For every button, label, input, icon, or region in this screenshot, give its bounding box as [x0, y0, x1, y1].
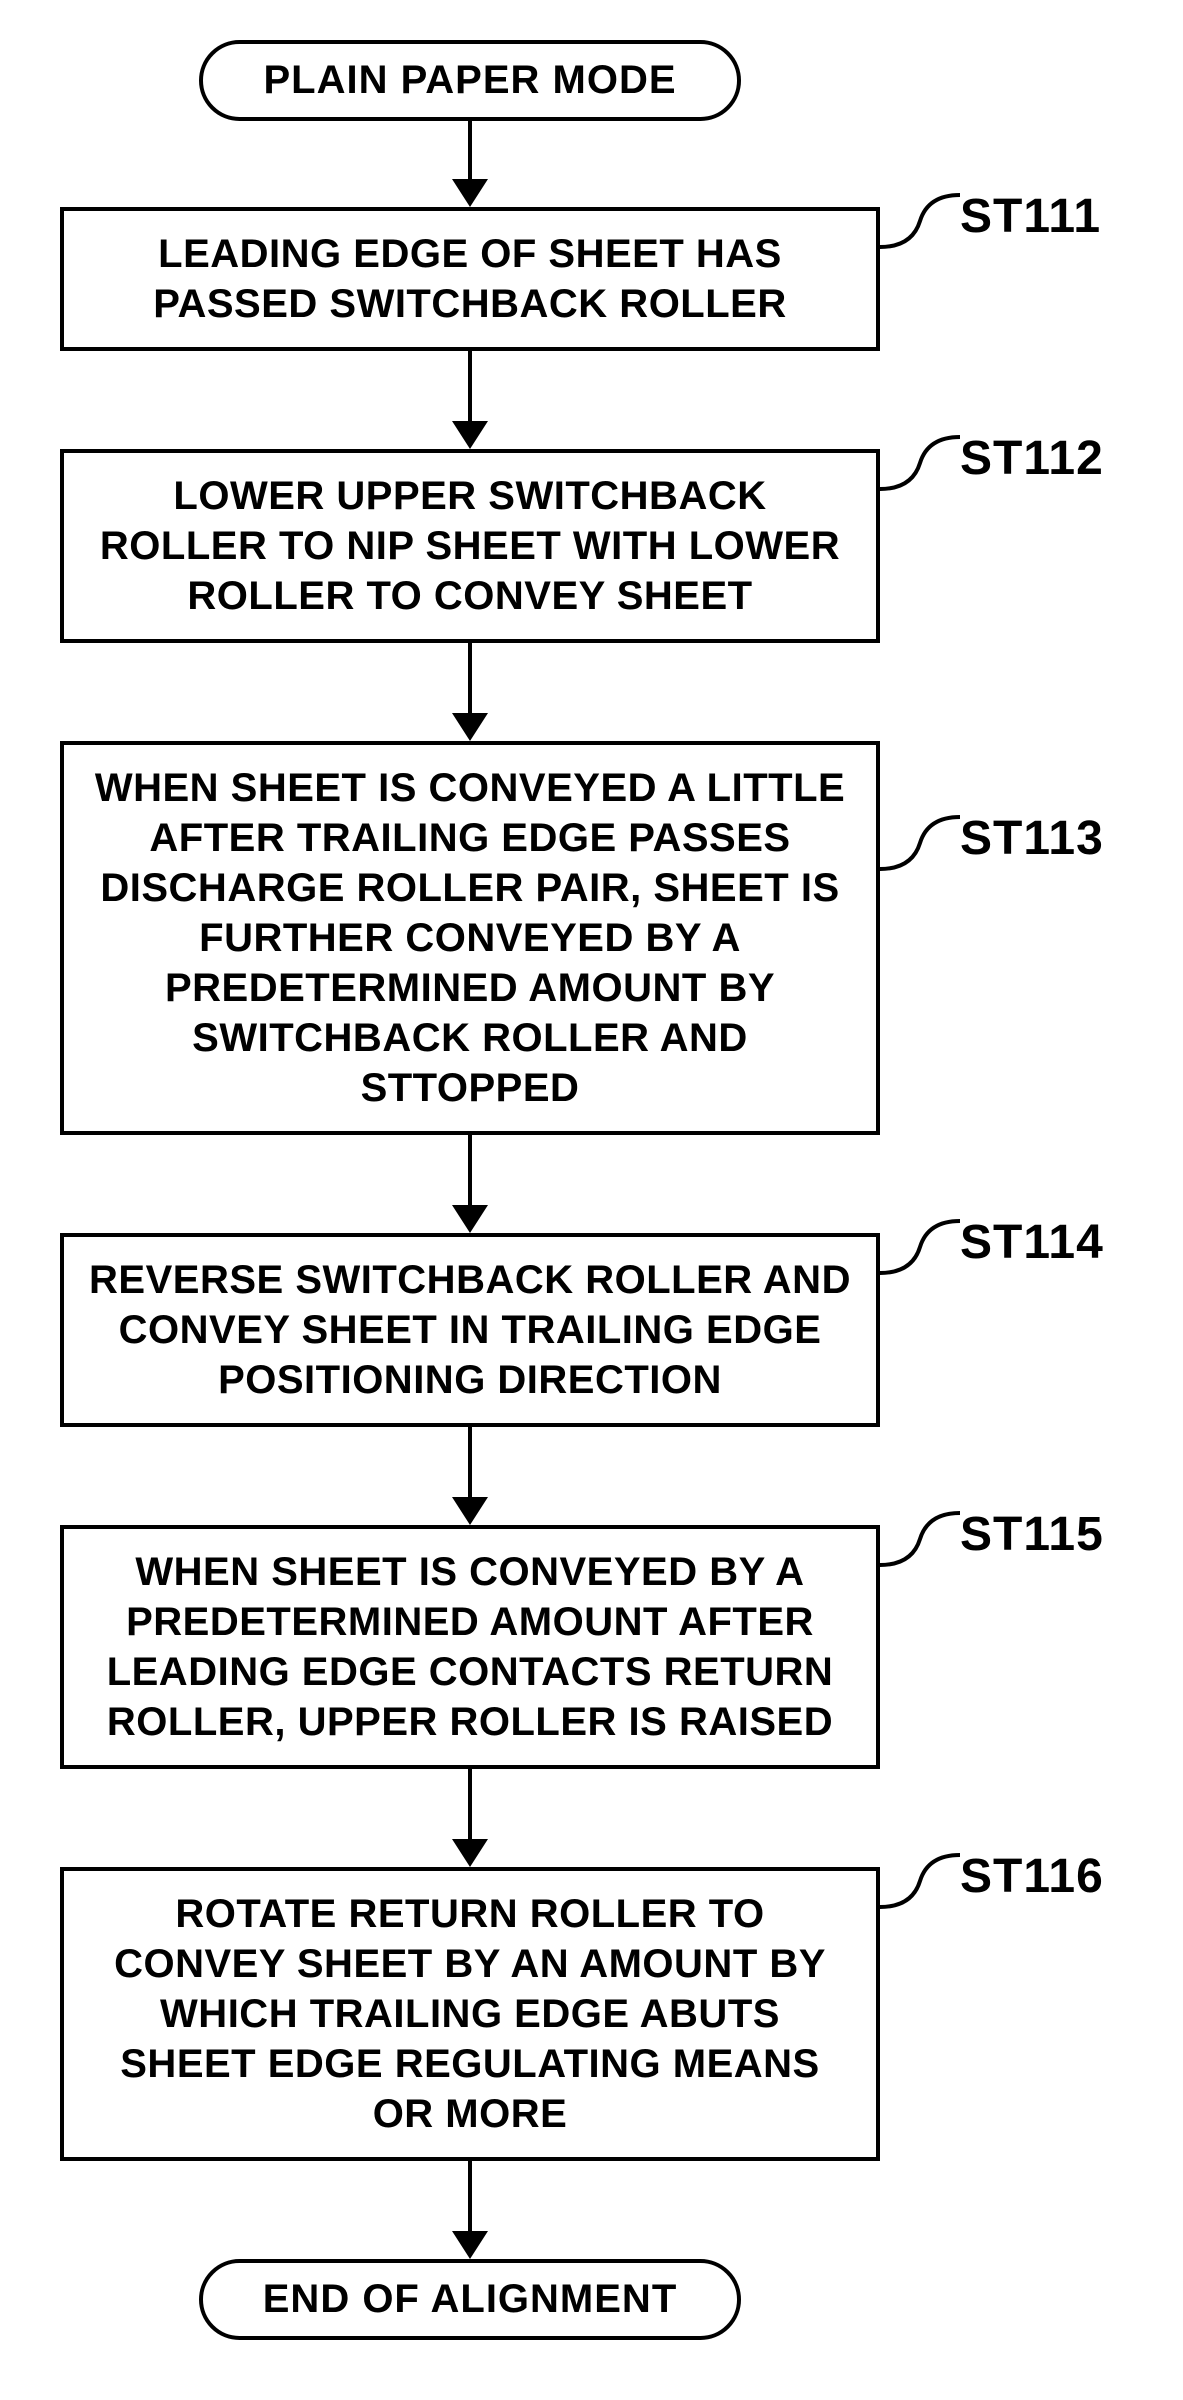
step-row: WHEN SHEET IS CONVEYED BY A PREDETERMINE…: [0, 1525, 1183, 1769]
arrow: [0, 121, 940, 207]
arrow: [0, 1135, 940, 1233]
arrow-head-icon: [452, 1839, 488, 1867]
connector-curve-icon: [880, 1851, 960, 1921]
arrow-shaft: [468, 121, 472, 179]
connector-curve-icon: [880, 1509, 960, 1579]
step-label: ST113: [960, 811, 1104, 866]
arrow-head-icon: [452, 713, 488, 741]
arrow: [0, 643, 940, 741]
step-row: LEADING EDGE OF SHEET HAS PASSED SWITCHB…: [0, 207, 1183, 351]
connector-curve-icon: [880, 813, 960, 883]
step-label: ST111: [960, 189, 1101, 244]
process-box: LEADING EDGE OF SHEET HAS PASSED SWITCHB…: [60, 207, 880, 351]
arrow-shaft: [468, 643, 472, 713]
arrow-shaft: [468, 1135, 472, 1205]
arrow-head-icon: [452, 179, 488, 207]
arrow-shaft: [468, 1769, 472, 1839]
arrow: [0, 351, 940, 449]
flowchart: PLAIN PAPER MODE LEADING EDGE OF SHEET H…: [0, 0, 1183, 2400]
arrow-head-icon: [452, 1205, 488, 1233]
end-terminator: END OF ALIGNMENT: [199, 2259, 742, 2340]
arrow: [0, 1427, 940, 1525]
process-box: WHEN SHEET IS CONVEYED A LITTLE AFTER TR…: [60, 741, 880, 1135]
step-row: REVERSE SWITCHBACK ROLLER AND CONVEY SHE…: [0, 1233, 1183, 1427]
connector-curve-icon: [880, 1217, 960, 1287]
step-row: WHEN SHEET IS CONVEYED A LITTLE AFTER TR…: [0, 741, 1183, 1135]
start-terminator: PLAIN PAPER MODE: [199, 40, 740, 121]
arrow-shaft: [468, 2161, 472, 2231]
process-box: LOWER UPPER SWITCHBACK ROLLER TO NIP SHE…: [60, 449, 880, 643]
arrow-shaft: [468, 351, 472, 421]
arrow-head-icon: [452, 1497, 488, 1525]
step-label: ST112: [960, 431, 1104, 486]
step-row: LOWER UPPER SWITCHBACK ROLLER TO NIP SHE…: [0, 449, 1183, 643]
process-box: REVERSE SWITCHBACK ROLLER AND CONVEY SHE…: [60, 1233, 880, 1427]
connector-curve-icon: [880, 433, 960, 503]
arrow: [0, 2161, 940, 2259]
step-label: ST115: [960, 1507, 1104, 1562]
process-box: WHEN SHEET IS CONVEYED BY A PREDETERMINE…: [60, 1525, 880, 1769]
process-box: ROTATE RETURN ROLLER TO CONVEY SHEET BY …: [60, 1867, 880, 2161]
step-label: ST116: [960, 1849, 1104, 1904]
arrow-head-icon: [452, 2231, 488, 2259]
step-label: ST114: [960, 1215, 1104, 1270]
arrow: [0, 1769, 940, 1867]
arrow-shaft: [468, 1427, 472, 1497]
arrow-head-icon: [452, 421, 488, 449]
step-row: ROTATE RETURN ROLLER TO CONVEY SHEET BY …: [0, 1867, 1183, 2161]
start-row: PLAIN PAPER MODE: [0, 40, 940, 121]
connector-curve-icon: [880, 191, 960, 261]
end-row: END OF ALIGNMENT: [0, 2259, 940, 2340]
